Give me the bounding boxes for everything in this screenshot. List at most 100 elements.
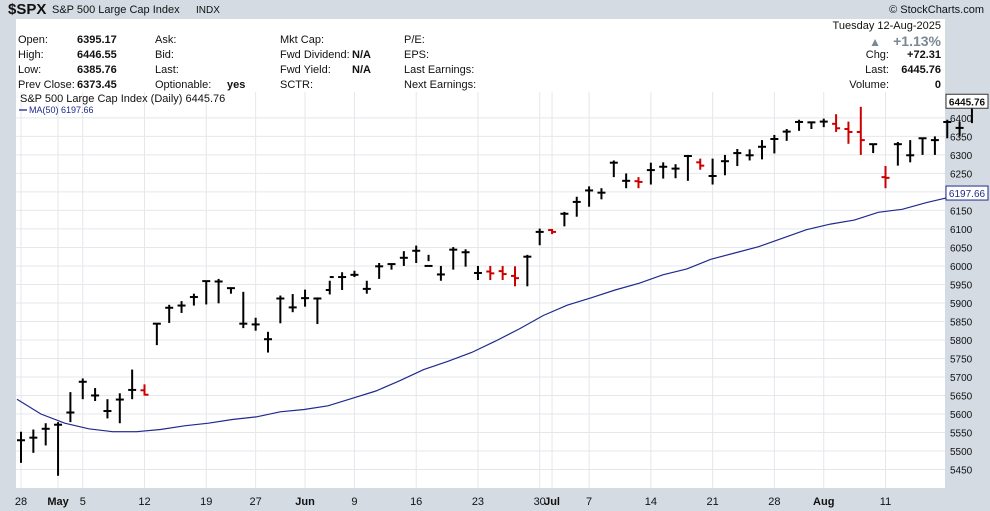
change-label: Chg:	[865, 49, 889, 61]
ohlc-bar	[671, 164, 680, 179]
x-tick-label: 7	[586, 496, 592, 508]
ohlc-bar	[548, 228, 557, 235]
y-tick-label: 5900	[950, 299, 973, 310]
ohlc-bar	[585, 186, 594, 207]
ohlc-bar	[869, 143, 878, 154]
ohlc-bar	[560, 211, 569, 227]
x-tick-label: 16	[410, 496, 422, 508]
ohlc-bar	[486, 265, 495, 281]
x-tick-label: 5	[80, 496, 86, 508]
y-tick-label: 6400	[950, 114, 973, 125]
x-tick-label: 28	[768, 496, 780, 508]
x-tick-label: 21	[706, 496, 718, 508]
x-tick-label: 27	[250, 496, 262, 508]
fwd-yield-value: N/A	[352, 64, 371, 76]
prev-close-label: Prev Close:	[18, 79, 75, 91]
low-label: Low:	[18, 64, 42, 76]
ohlc-bar	[930, 136, 939, 155]
prev-close-value: 6373.45	[77, 79, 117, 91]
x-tick-label: 23	[472, 496, 484, 508]
ohlc-bar	[733, 148, 742, 167]
ohlc-bar	[29, 429, 38, 453]
ohlc-bar	[906, 140, 915, 163]
ohlc-bar	[758, 140, 766, 160]
ohlc-bar	[412, 245, 421, 263]
brand-watermark[interactable]: © StockCharts.com	[889, 4, 984, 16]
ohlc-bar	[918, 137, 927, 155]
ohlc-bar	[708, 158, 717, 185]
price-tags: 6445.76 6197.66	[945, 93, 989, 201]
ohlc-bar	[338, 272, 347, 290]
x-tick-label: 19	[200, 496, 212, 508]
ohlc-bar	[511, 266, 519, 287]
y-axis: 5450 5500 5550 5600 5650 5700 5750 5800 5850 5900…	[950, 114, 973, 477]
change-value: +72.31	[907, 49, 941, 61]
last-label: Last:	[155, 64, 179, 76]
ohlc-bar	[955, 121, 964, 137]
ohlc-bar	[288, 294, 297, 313]
ohlc-bar	[362, 280, 371, 294]
ohlc-bars	[17, 100, 976, 476]
ohlc-bar	[696, 158, 705, 170]
ohlc-bar	[325, 276, 334, 295]
mkt-cap-label: Mkt Cap:	[280, 34, 325, 46]
high-label: High:	[18, 49, 44, 61]
ohlc-bar	[461, 249, 470, 267]
ohlc-bar	[350, 270, 359, 278]
ohlc-bar	[387, 263, 396, 270]
y-tick-label: 5800	[950, 336, 973, 347]
ohlc-bar	[634, 177, 643, 189]
ma50-line	[16, 192, 975, 433]
y-tick-label: 5750	[950, 354, 973, 365]
x-tick-label: May	[47, 496, 69, 508]
ohlc-bar	[399, 251, 408, 266]
ohlc-bar	[91, 388, 100, 402]
ticker-symbol[interactable]: $SPX	[8, 1, 47, 18]
y-tick-label: 5450	[950, 465, 973, 476]
y-tick-label: 5700	[950, 373, 973, 384]
x-tick-label: Jun	[295, 496, 315, 508]
ohlc-bar	[54, 422, 63, 476]
ohlc-bar	[856, 106, 865, 155]
y-tick-label: 5550	[950, 428, 973, 439]
last-earnings-label: Last Earnings:	[404, 64, 475, 76]
ohlc-bar	[795, 119, 804, 131]
ma-tag-box	[945, 185, 989, 201]
low-value: 6385.76	[77, 64, 117, 76]
ohlc-bar	[844, 121, 853, 144]
ohlc-bar	[659, 162, 668, 179]
ohlc-bar	[473, 265, 482, 281]
ohlc-bar	[239, 291, 248, 329]
ohlc-bar	[226, 287, 235, 294]
ohlc-bar	[770, 134, 779, 154]
legend-main-label: S&P 500 Large Cap Index (Daily) 6445.76	[20, 93, 225, 105]
ohlc-bar	[622, 173, 631, 189]
ohlc-bar	[301, 289, 310, 307]
x-tick-label: 28	[15, 496, 27, 508]
y-tick-label: 5650	[950, 391, 973, 402]
y-tick-label: 5600	[950, 410, 973, 421]
ohlc-bar	[66, 392, 75, 423]
high-value: 6446.55	[77, 49, 117, 61]
ohlc-bar	[140, 384, 149, 396]
ohlc-bar	[41, 423, 50, 446]
optionable-label: Optionable:	[155, 79, 212, 91]
ohlc-bar	[609, 160, 618, 178]
last-price-tag-box	[945, 93, 989, 109]
ohlc-bar	[375, 262, 384, 279]
y-tick-label: 6100	[950, 225, 973, 236]
x-tick-label: 30	[534, 496, 546, 508]
bid-label: Bid:	[155, 49, 174, 61]
ohlc-bar	[177, 301, 186, 313]
y-tick-label: 5950	[950, 280, 973, 291]
sctr-label: SCTR:	[280, 79, 313, 91]
ohlc-bar	[115, 393, 124, 424]
ohlc-bar	[202, 280, 211, 305]
ohlc-bar	[893, 141, 902, 166]
ohlc-bar	[745, 149, 754, 161]
ohlc-bar	[782, 129, 791, 141]
ohlc-bar	[214, 278, 223, 304]
ohlc-bar	[264, 331, 272, 353]
